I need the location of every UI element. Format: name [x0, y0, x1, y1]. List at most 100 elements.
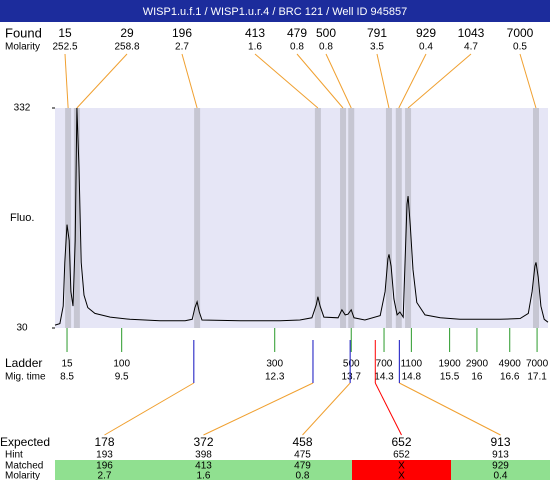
y-tick-label: 332: [14, 103, 31, 114]
hint: 398: [195, 450, 212, 461]
expected-connector: [203, 382, 314, 436]
peak-connector: [519, 53, 537, 109]
peak-connector: [181, 53, 198, 109]
expected-label: Expected: [0, 435, 50, 449]
found-molarity: 0.8: [290, 42, 304, 53]
expected-connector: [104, 382, 195, 436]
matched: 196: [96, 461, 113, 472]
ladder-time: 8.5: [60, 372, 74, 383]
ladder-size: 1100: [401, 359, 423, 370]
ladder-time: 14.3: [374, 372, 394, 383]
found-size: 500: [316, 26, 336, 40]
peak-connector: [76, 53, 128, 109]
ladder-time: 16.6: [500, 372, 520, 383]
ladder-time: 15.5: [440, 372, 460, 383]
ladder-time: 9.5: [115, 372, 129, 383]
header-title: WISP1.u.f.1 / WISP1.u.r.4 / BRC 121 / We…: [143, 6, 408, 18]
expected-connector: [302, 382, 351, 436]
matched-molarity: 0.8: [296, 471, 310, 480]
ladder-size: 15: [61, 359, 73, 370]
found-size: 791: [367, 26, 387, 40]
found-size: 15: [58, 26, 72, 40]
ladder-size: 4900: [499, 359, 522, 370]
peak-connector: [398, 53, 427, 109]
peak-band: [348, 108, 355, 328]
expected-size: 458: [292, 435, 312, 449]
peak-band: [395, 108, 402, 328]
expected-size: 372: [193, 435, 213, 449]
peak-connector: [376, 53, 390, 109]
found-size: 29: [120, 26, 134, 40]
expected-connector: [399, 382, 501, 436]
found-size: 196: [172, 26, 192, 40]
ladder-time: 16: [471, 372, 483, 383]
ladder-time: 17.1: [527, 372, 547, 383]
hint: 652: [393, 450, 410, 461]
ladder-time: 13.7: [342, 372, 362, 383]
ladder-size: 7000: [526, 359, 549, 370]
hint: 475: [294, 450, 311, 461]
peak-connector: [325, 53, 352, 109]
peak-connector: [296, 53, 344, 109]
header-bar: [0, 0, 550, 22]
expected-connector: [374, 382, 402, 436]
found-molarity: 252.5: [52, 42, 77, 53]
found-size: 7000: [507, 26, 534, 40]
ladder-size: 300: [266, 359, 283, 370]
y-tick-label: 30: [16, 323, 28, 334]
peak-connector: [407, 53, 472, 109]
ladder-size: 2900: [466, 359, 489, 370]
mig-time-label: Mig. time: [5, 372, 46, 383]
peak-band: [532, 108, 539, 328]
found-size: 1043: [458, 26, 485, 40]
expected-size: 913: [490, 435, 510, 449]
trace: [54, 107, 549, 326]
found-size: 929: [416, 26, 436, 40]
ladder-time: 12.3: [265, 372, 285, 383]
hint-label: Hint: [5, 450, 23, 461]
found-molarity: 3.5: [370, 42, 384, 53]
peak-band: [73, 108, 80, 328]
unmatched-bg: [352, 460, 451, 480]
plot-area: [55, 108, 548, 328]
ladder-time: 14.8: [402, 372, 422, 383]
matched-molarity: X: [398, 471, 405, 480]
y-label: Fluo.: [10, 212, 34, 224]
peak-band: [314, 108, 321, 328]
expected-size: 652: [391, 435, 411, 449]
found-molarity: 0.4: [419, 42, 433, 53]
found-molarity: 258.8: [114, 42, 139, 53]
peak-band: [385, 108, 392, 328]
found-molarity: 1.6: [248, 42, 262, 53]
ladder-size: 100: [113, 359, 130, 370]
peak-band: [340, 108, 347, 328]
found-molarity: 4.7: [464, 42, 478, 53]
ladder-label: Ladder: [5, 356, 42, 370]
hint: 913: [492, 450, 509, 461]
found-molarity: 2.7: [175, 42, 189, 53]
peak-band: [194, 108, 201, 328]
matched-molarity: 0.4: [494, 471, 508, 480]
matched: 929: [492, 461, 509, 472]
molarity-label: Molarity: [5, 471, 40, 480]
found-molarity-label: Molarity: [5, 42, 40, 53]
ladder-size: 500: [343, 359, 360, 370]
ladder-size: 1900: [438, 359, 461, 370]
matched-molarity: 2.7: [98, 471, 112, 480]
expected-size: 178: [94, 435, 114, 449]
matched: 413: [195, 461, 212, 472]
matched-label: Matched: [5, 461, 43, 472]
found-label: Found: [5, 25, 42, 40]
peak-connector: [254, 53, 319, 109]
found-molarity: 0.5: [513, 42, 527, 53]
found-size: 413: [245, 26, 265, 40]
matched: 479: [294, 461, 311, 472]
peak-connector: [64, 53, 69, 109]
hint: 193: [96, 450, 113, 461]
peak-band: [405, 108, 412, 328]
matched-molarity: 1.6: [197, 471, 211, 480]
found-molarity: 0.8: [319, 42, 333, 53]
matched: X: [398, 461, 405, 472]
found-size: 479: [287, 26, 307, 40]
